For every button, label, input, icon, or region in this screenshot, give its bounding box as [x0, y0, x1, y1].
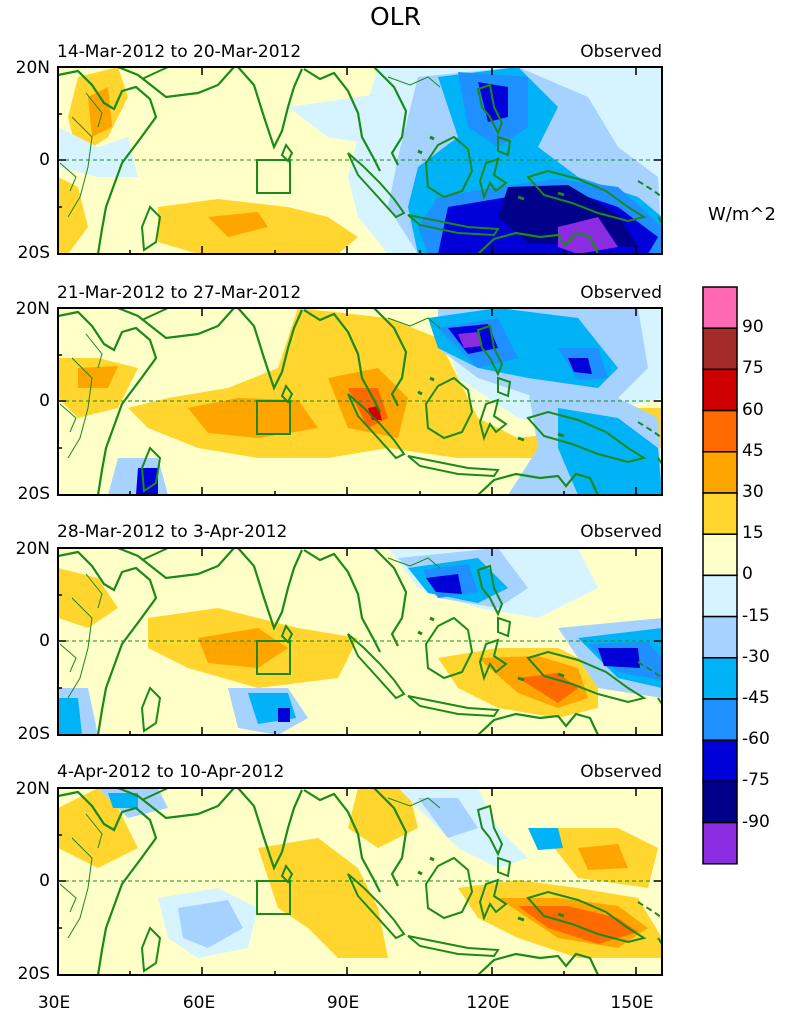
colorbar-box [702, 327, 738, 371]
colorbar-box [702, 286, 738, 329]
panel-1-period: 14-Mar-2012 to 20-Mar-2012 [57, 42, 302, 62]
panel-3-period: 28-Mar-2012 to 3-Apr-2012 [57, 522, 288, 542]
panel-4-map [56, 786, 664, 977]
panel-1-map [56, 65, 664, 256]
colorbar-box [702, 409, 738, 453]
figure-title: OLR [370, 2, 421, 31]
colorbar-box [702, 368, 738, 412]
panel-2-ytick-0: 0 [39, 391, 50, 411]
colorbar-label: 75 [742, 358, 764, 379]
colorbar-label: -75 [742, 770, 770, 791]
panel-1-ytick-20s: 20S [17, 243, 50, 263]
panel-3-ytick-0: 0 [39, 631, 50, 651]
colorbar-box [702, 574, 738, 618]
panel-3-ytick-20n: 20N [15, 539, 50, 559]
colorbar-label: 0 [742, 564, 753, 585]
panel-2-label: Observed [580, 283, 662, 303]
colorbar-box [702, 533, 738, 577]
panel-4-ytick-20s: 20S [17, 964, 50, 984]
colorbar-box [702, 821, 738, 865]
colorbar-label: -60 [742, 729, 770, 750]
colorbar-label: 90 [742, 317, 764, 338]
panel-4-period: 4-Apr-2012 to 10-Apr-2012 [57, 762, 285, 782]
colorbar-box [702, 739, 738, 783]
colorbar-box [702, 657, 738, 700]
colorbar-box [702, 780, 738, 824]
panel-2-ytick-20s: 20S [17, 484, 50, 504]
colorbar-label: 30 [742, 482, 764, 502]
xtick-90e: 90E [326, 993, 360, 1013]
xtick-60e: 60E [182, 993, 216, 1013]
panel-1-ytick-0: 0 [39, 150, 50, 170]
axis-ticks [57, 67, 662, 975]
colorbar-box [702, 698, 738, 741]
panel-2-ytick-20n: 20N [15, 299, 50, 319]
colorbar-label: 45 [742, 440, 764, 461]
panel-4-ytick-0: 0 [39, 871, 50, 891]
panel-4-label: Observed [580, 762, 662, 782]
panel-3-map [56, 546, 664, 737]
xtick-150e: 150E [610, 993, 654, 1013]
colorbar [702, 286, 738, 865]
panel-2-map [56, 306, 664, 497]
colorbar-label: -45 [742, 688, 770, 708]
panel-4-ytick-20n: 20N [15, 779, 50, 799]
colorbar-label: 15 [742, 523, 764, 544]
colorbar-label: -30 [742, 646, 770, 667]
colorbar-box [702, 615, 738, 659]
colorbar-label: -15 [742, 605, 770, 626]
panel-1-label: Observed [580, 42, 662, 62]
units-label: W/m^2 [708, 204, 776, 225]
panel-1-ytick-20n: 20N [15, 58, 50, 78]
colorbar-label: 60 [742, 399, 764, 420]
panel-3-label: Observed [580, 522, 662, 542]
panel-3-ytick-20s: 20S [17, 724, 50, 744]
colorbar-box [702, 492, 738, 535]
colorbar-label: -90 [742, 811, 770, 832]
xtick-30e: 30E [37, 993, 71, 1013]
panel-2-period: 21-Mar-2012 to 27-Mar-2012 [57, 283, 302, 303]
colorbar-box [702, 451, 738, 494]
xtick-120e: 120E [466, 993, 510, 1013]
